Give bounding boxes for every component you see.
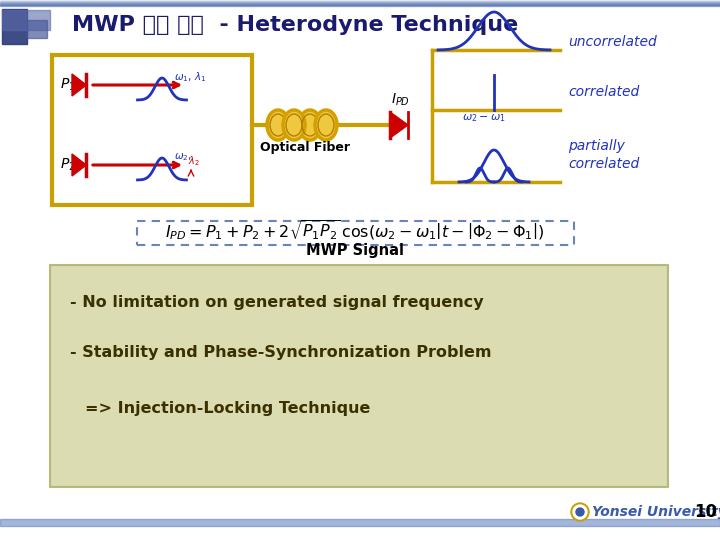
FancyBboxPatch shape — [50, 265, 668, 487]
Text: $I_{PD} = P_1 + P_2 + 2\sqrt{P_1 P_2}\,\cos\!\left(\omega_2 - \omega_1\left|t - : $I_{PD} = P_1 + P_2 + 2\sqrt{P_1 P_2}\,\… — [166, 218, 544, 242]
Text: Optical Fiber: Optical Fiber — [260, 140, 350, 153]
Polygon shape — [390, 112, 408, 138]
Text: - No limitation on generated signal frequency: - No limitation on generated signal freq… — [70, 294, 484, 309]
Bar — [27, 20, 47, 38]
Circle shape — [571, 503, 589, 521]
Text: $\lambda_2$: $\lambda_2$ — [188, 154, 199, 168]
Text: $P_2$: $P_2$ — [60, 157, 76, 173]
Ellipse shape — [315, 110, 337, 140]
Bar — [0, 3, 720, 4]
Bar — [0, 1, 720, 2]
Text: $\omega_2$,: $\omega_2$, — [174, 151, 192, 163]
Circle shape — [576, 508, 584, 516]
Bar — [0, 4, 720, 5]
Text: uncorrelated: uncorrelated — [568, 35, 657, 49]
Text: $\omega_1$, $\lambda_1$: $\omega_1$, $\lambda_1$ — [174, 70, 207, 84]
Text: partially
correlated: partially correlated — [568, 139, 639, 171]
Text: Yonsei University: Yonsei University — [592, 505, 720, 519]
Bar — [0, 519, 720, 526]
Text: 10: 10 — [695, 503, 718, 521]
Text: => Injection-Locking Technique: => Injection-Locking Technique — [85, 401, 370, 415]
Text: $\omega_2 - \omega_1$: $\omega_2 - \omega_1$ — [462, 112, 505, 124]
Text: - Stability and Phase-Synchronization Problem: - Stability and Phase-Synchronization Pr… — [70, 345, 492, 360]
Bar — [52, 55, 252, 205]
Bar — [0, 0, 720, 1]
Polygon shape — [72, 154, 86, 176]
Bar — [2, 10, 50, 30]
Bar — [0, 5, 720, 6]
Text: MWP 신호 생성  - Heterodyne Technique: MWP 신호 생성 - Heterodyne Technique — [72, 15, 518, 35]
Text: $I_{PD}$: $I_{PD}$ — [390, 92, 410, 108]
Text: MWP Signal: MWP Signal — [306, 244, 404, 259]
Ellipse shape — [299, 110, 321, 140]
Circle shape — [573, 505, 587, 519]
Polygon shape — [72, 74, 86, 96]
Text: $P_1$: $P_1$ — [60, 77, 76, 93]
Bar — [0, 2, 720, 3]
Ellipse shape — [267, 110, 289, 140]
Bar — [2, 9, 27, 44]
Ellipse shape — [283, 110, 305, 140]
Text: correlated: correlated — [568, 85, 639, 99]
